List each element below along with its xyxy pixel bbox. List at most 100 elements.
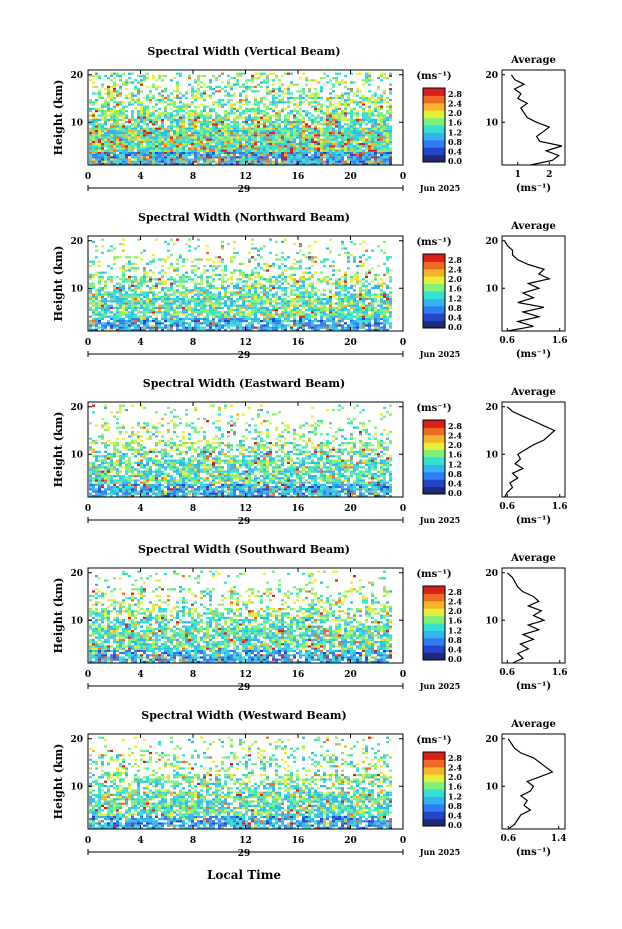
heatmap-cell <box>389 114 392 117</box>
heatmap-cell <box>230 110 233 113</box>
heatmap-cell <box>311 284 314 287</box>
heatmap-cell <box>113 154 116 157</box>
heatmap-cell <box>227 149 230 152</box>
heatmap-cell <box>320 118 323 121</box>
heatmap-cell <box>314 151 317 154</box>
heatmap-cell <box>98 293 101 296</box>
heatmap-cell <box>125 313 128 316</box>
heatmap-cell <box>113 129 116 132</box>
heatmap-cell <box>341 96 344 99</box>
heatmap-cell <box>248 322 251 325</box>
heatmap-cell <box>158 311 161 314</box>
heatmap-cell <box>248 127 251 130</box>
heatmap-cell <box>290 110 293 113</box>
heatmap-cell <box>176 306 179 309</box>
heatmap-cell <box>290 156 293 159</box>
heatmap-cell <box>281 293 284 296</box>
heatmap-cell <box>338 298 341 301</box>
heatmap-cell <box>98 276 101 279</box>
heatmap-cell <box>128 103 131 106</box>
heatmap-cell <box>239 304 242 307</box>
heatmap-cell <box>248 158 251 161</box>
heatmap-cell <box>386 77 389 80</box>
heatmap-cell <box>380 156 383 159</box>
heatmap-cell <box>176 145 179 148</box>
heatmap-cell <box>149 291 152 294</box>
heatmap-cell <box>323 143 326 146</box>
date-label: Jun 2025 <box>419 183 460 193</box>
heatmap-cell <box>317 309 320 312</box>
heatmap-cell <box>245 280 248 283</box>
heatmap-cell <box>89 156 92 159</box>
heatmap-cell <box>212 306 215 309</box>
heatmap-cell <box>368 101 371 104</box>
heatmap-cell <box>305 123 308 126</box>
heatmap-cell <box>134 85 137 88</box>
heatmap-cell <box>323 289 326 292</box>
heatmap-cell <box>194 156 197 159</box>
heatmap-cell <box>293 293 296 296</box>
heatmap-cell <box>158 151 161 154</box>
heatmap-cell <box>275 92 278 95</box>
heatmap-cell <box>113 162 116 165</box>
heatmap-cell <box>95 322 98 325</box>
heatmap-cell <box>179 127 182 130</box>
heatmap-cell <box>257 156 260 159</box>
heatmap-cell <box>245 282 248 285</box>
heatmap-cell <box>194 140 197 143</box>
heatmap-cell <box>236 101 239 104</box>
heatmap-cell <box>335 287 338 290</box>
heatmap-cell <box>242 302 245 305</box>
heatmap-cell <box>248 313 251 316</box>
heatmap-cell <box>248 278 251 281</box>
heatmap-cell <box>134 125 137 128</box>
heatmap-cell <box>104 311 107 314</box>
heatmap-cell <box>302 298 305 301</box>
heatmap-cell <box>215 118 218 121</box>
heatmap-cell <box>119 92 122 95</box>
heatmap-cell <box>314 287 317 290</box>
heatmap-cell <box>158 116 161 119</box>
heatmap-cell <box>353 162 356 165</box>
heatmap-cell <box>368 322 371 325</box>
heatmap-cell <box>320 320 323 323</box>
heatmap-cell <box>143 118 146 121</box>
heatmap-cell <box>290 72 293 75</box>
heatmap-cell <box>374 140 377 143</box>
heatmap-cell <box>269 320 272 323</box>
heatmap-cell <box>155 295 158 298</box>
heatmap-cell <box>275 156 278 159</box>
heatmap-cell <box>104 74 107 77</box>
heatmap-cell <box>386 315 389 318</box>
heatmap-cell <box>296 158 299 161</box>
heatmap-cell <box>137 302 140 305</box>
heatmap-cell <box>272 280 275 283</box>
heatmap-cell <box>143 326 146 329</box>
heatmap-cell <box>140 158 143 161</box>
heatmap-cell <box>275 136 278 139</box>
heatmap-cell <box>191 315 194 318</box>
heatmap-cell <box>281 154 284 157</box>
heatmap-cell <box>167 96 170 99</box>
heatmap-cell <box>140 304 143 307</box>
heatmap-cell <box>368 320 371 323</box>
heatmap-cell <box>380 326 383 329</box>
heatmap-cell <box>149 289 152 292</box>
heatmap-cell <box>269 136 272 139</box>
heatmap-cell <box>320 156 323 159</box>
heatmap-cell <box>341 309 344 312</box>
heatmap-cell <box>215 315 218 318</box>
heatmap-cell <box>347 313 350 316</box>
heatmap-cell <box>197 96 200 99</box>
heatmap-cell <box>203 136 206 139</box>
heatmap-cell <box>299 300 302 303</box>
heatmap-cell <box>152 302 155 305</box>
heatmap-cell <box>275 276 278 279</box>
heatmap-cell <box>368 326 371 329</box>
heatmap-cell <box>383 300 386 303</box>
heatmap-cell <box>371 149 374 152</box>
heatmap-cell <box>125 110 128 113</box>
heatmap-cell <box>113 291 116 294</box>
heatmap-cell <box>245 300 248 303</box>
heatmap-cell <box>152 328 155 331</box>
